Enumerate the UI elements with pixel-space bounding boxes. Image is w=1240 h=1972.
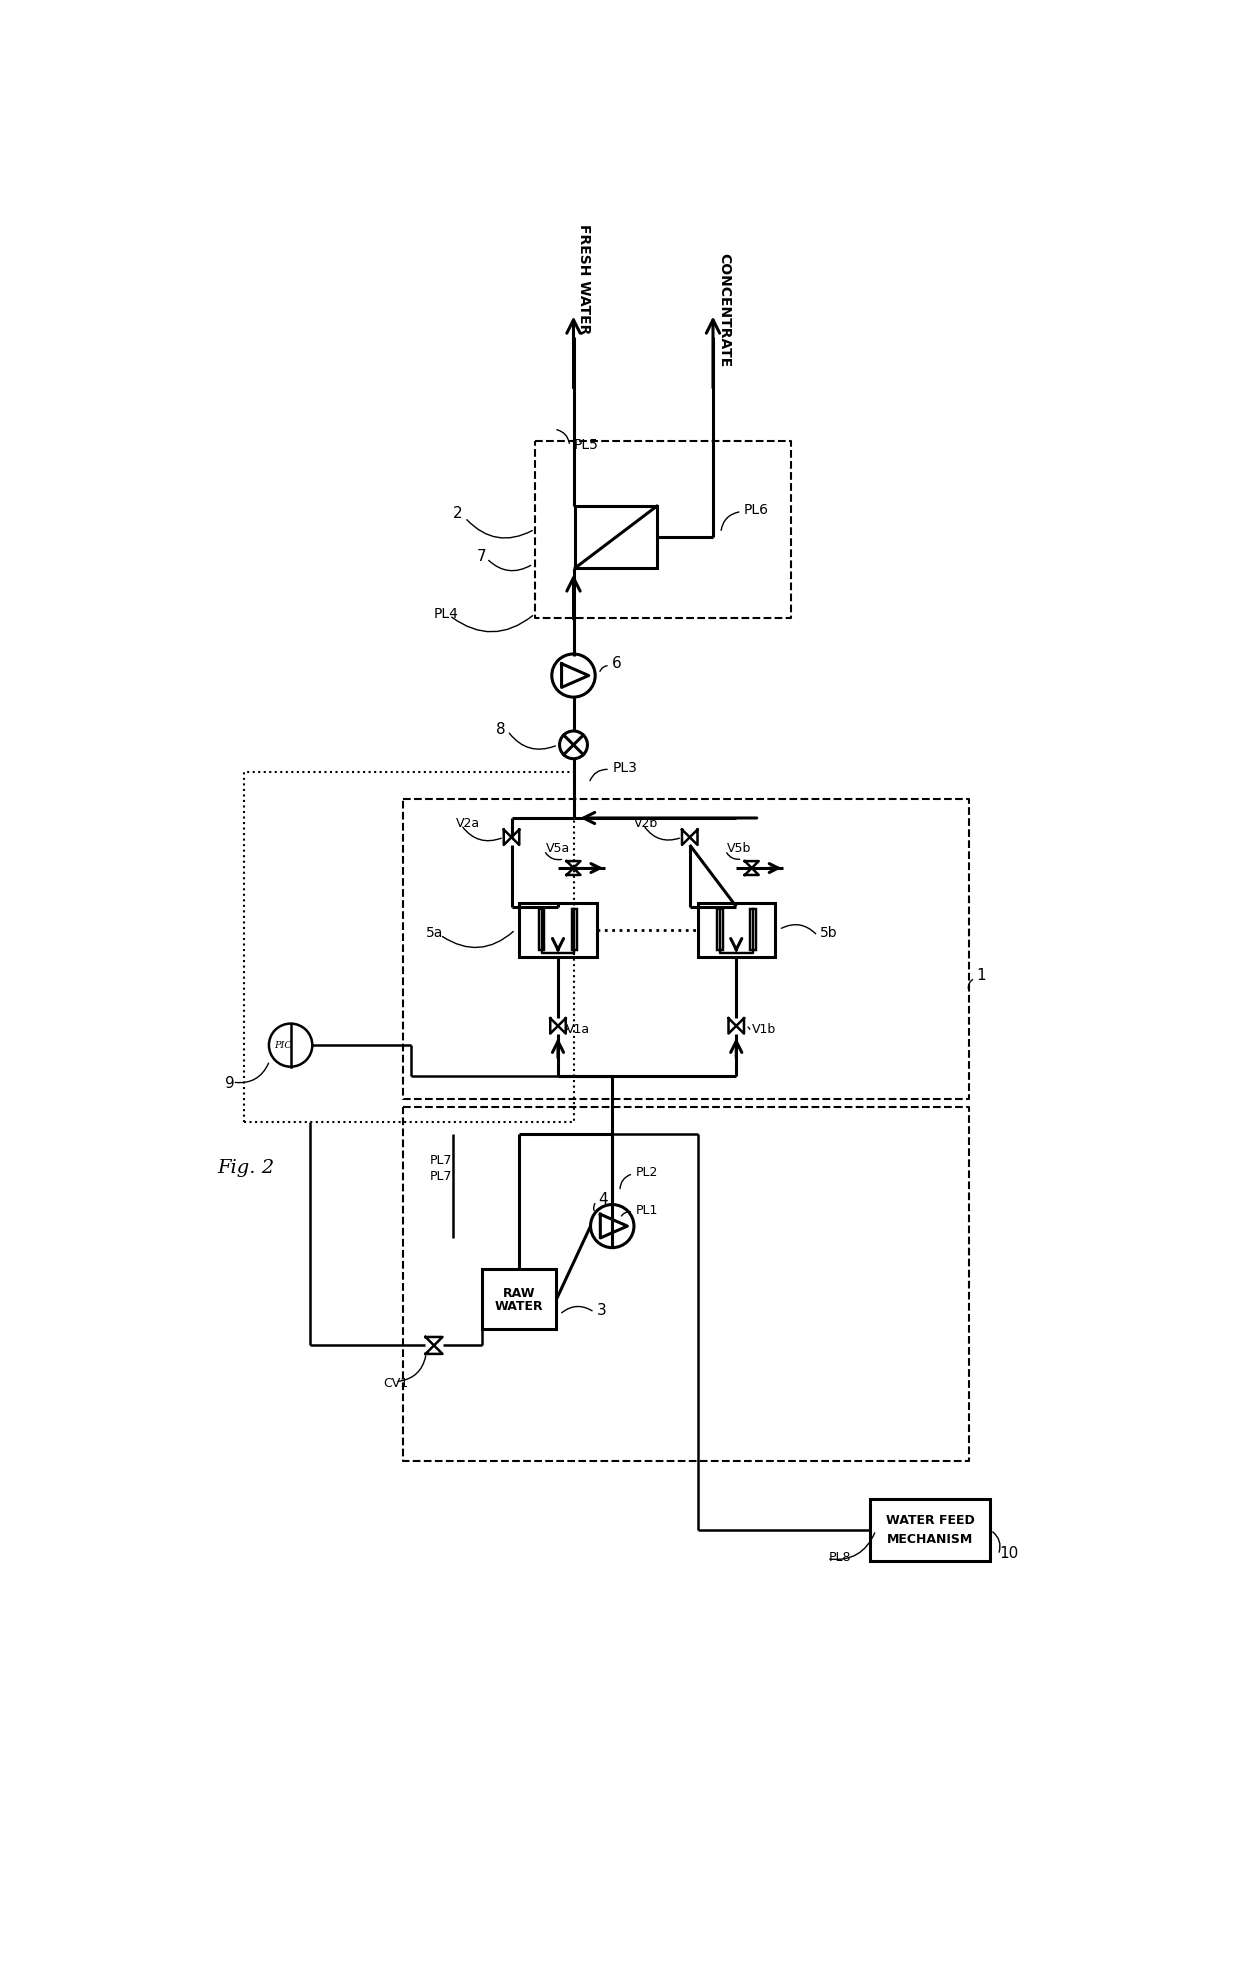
Text: RAW: RAW [503, 1286, 536, 1300]
Text: V5b: V5b [727, 842, 751, 856]
Text: PL7: PL7 [430, 1154, 453, 1167]
Text: V2a: V2a [456, 816, 480, 830]
Text: PL2: PL2 [635, 1165, 658, 1179]
Text: MECHANISM: MECHANISM [887, 1532, 973, 1546]
Text: PL4: PL4 [434, 607, 459, 621]
Bar [538, 909, 544, 951]
Text: 7: 7 [476, 548, 486, 564]
Text: PL6: PL6 [744, 503, 769, 517]
Text: PL7: PL7 [430, 1169, 453, 1183]
Text: V5a: V5a [546, 842, 570, 856]
Text: 5b: 5b [820, 927, 837, 941]
Bar [870, 1499, 990, 1562]
Text: 1: 1 [977, 968, 986, 984]
Text: CONCENTRATE: CONCENTRATE [717, 252, 730, 367]
Text: WATER: WATER [495, 1300, 543, 1313]
Bar [697, 903, 775, 956]
Text: WATER FEED: WATER FEED [885, 1514, 975, 1528]
Bar [520, 903, 596, 956]
Text: 5a: 5a [427, 927, 444, 941]
Text: V2b: V2b [634, 816, 658, 830]
Bar [717, 909, 723, 951]
Text: V1a: V1a [565, 1023, 590, 1035]
Text: 9: 9 [224, 1077, 234, 1091]
Text: V1b: V1b [751, 1023, 776, 1035]
Text: 6: 6 [613, 657, 622, 672]
Text: 3: 3 [596, 1303, 606, 1319]
Text: 2: 2 [454, 507, 463, 521]
Bar [482, 1270, 556, 1329]
Text: Fig. 2: Fig. 2 [217, 1160, 274, 1177]
Text: 8: 8 [496, 722, 506, 738]
Text: CV1: CV1 [383, 1376, 409, 1390]
Text: PL5: PL5 [573, 438, 599, 452]
Text: PL8: PL8 [830, 1550, 852, 1564]
Bar [750, 909, 755, 951]
Bar [575, 507, 657, 568]
Bar [572, 909, 578, 951]
Text: PL3: PL3 [613, 761, 637, 775]
Text: 4: 4 [598, 1191, 608, 1207]
Text: FRESH WATER: FRESH WATER [578, 223, 591, 333]
Text: PIC: PIC [274, 1041, 291, 1049]
Text: 10: 10 [999, 1546, 1019, 1562]
Text: PL1: PL1 [635, 1205, 658, 1217]
